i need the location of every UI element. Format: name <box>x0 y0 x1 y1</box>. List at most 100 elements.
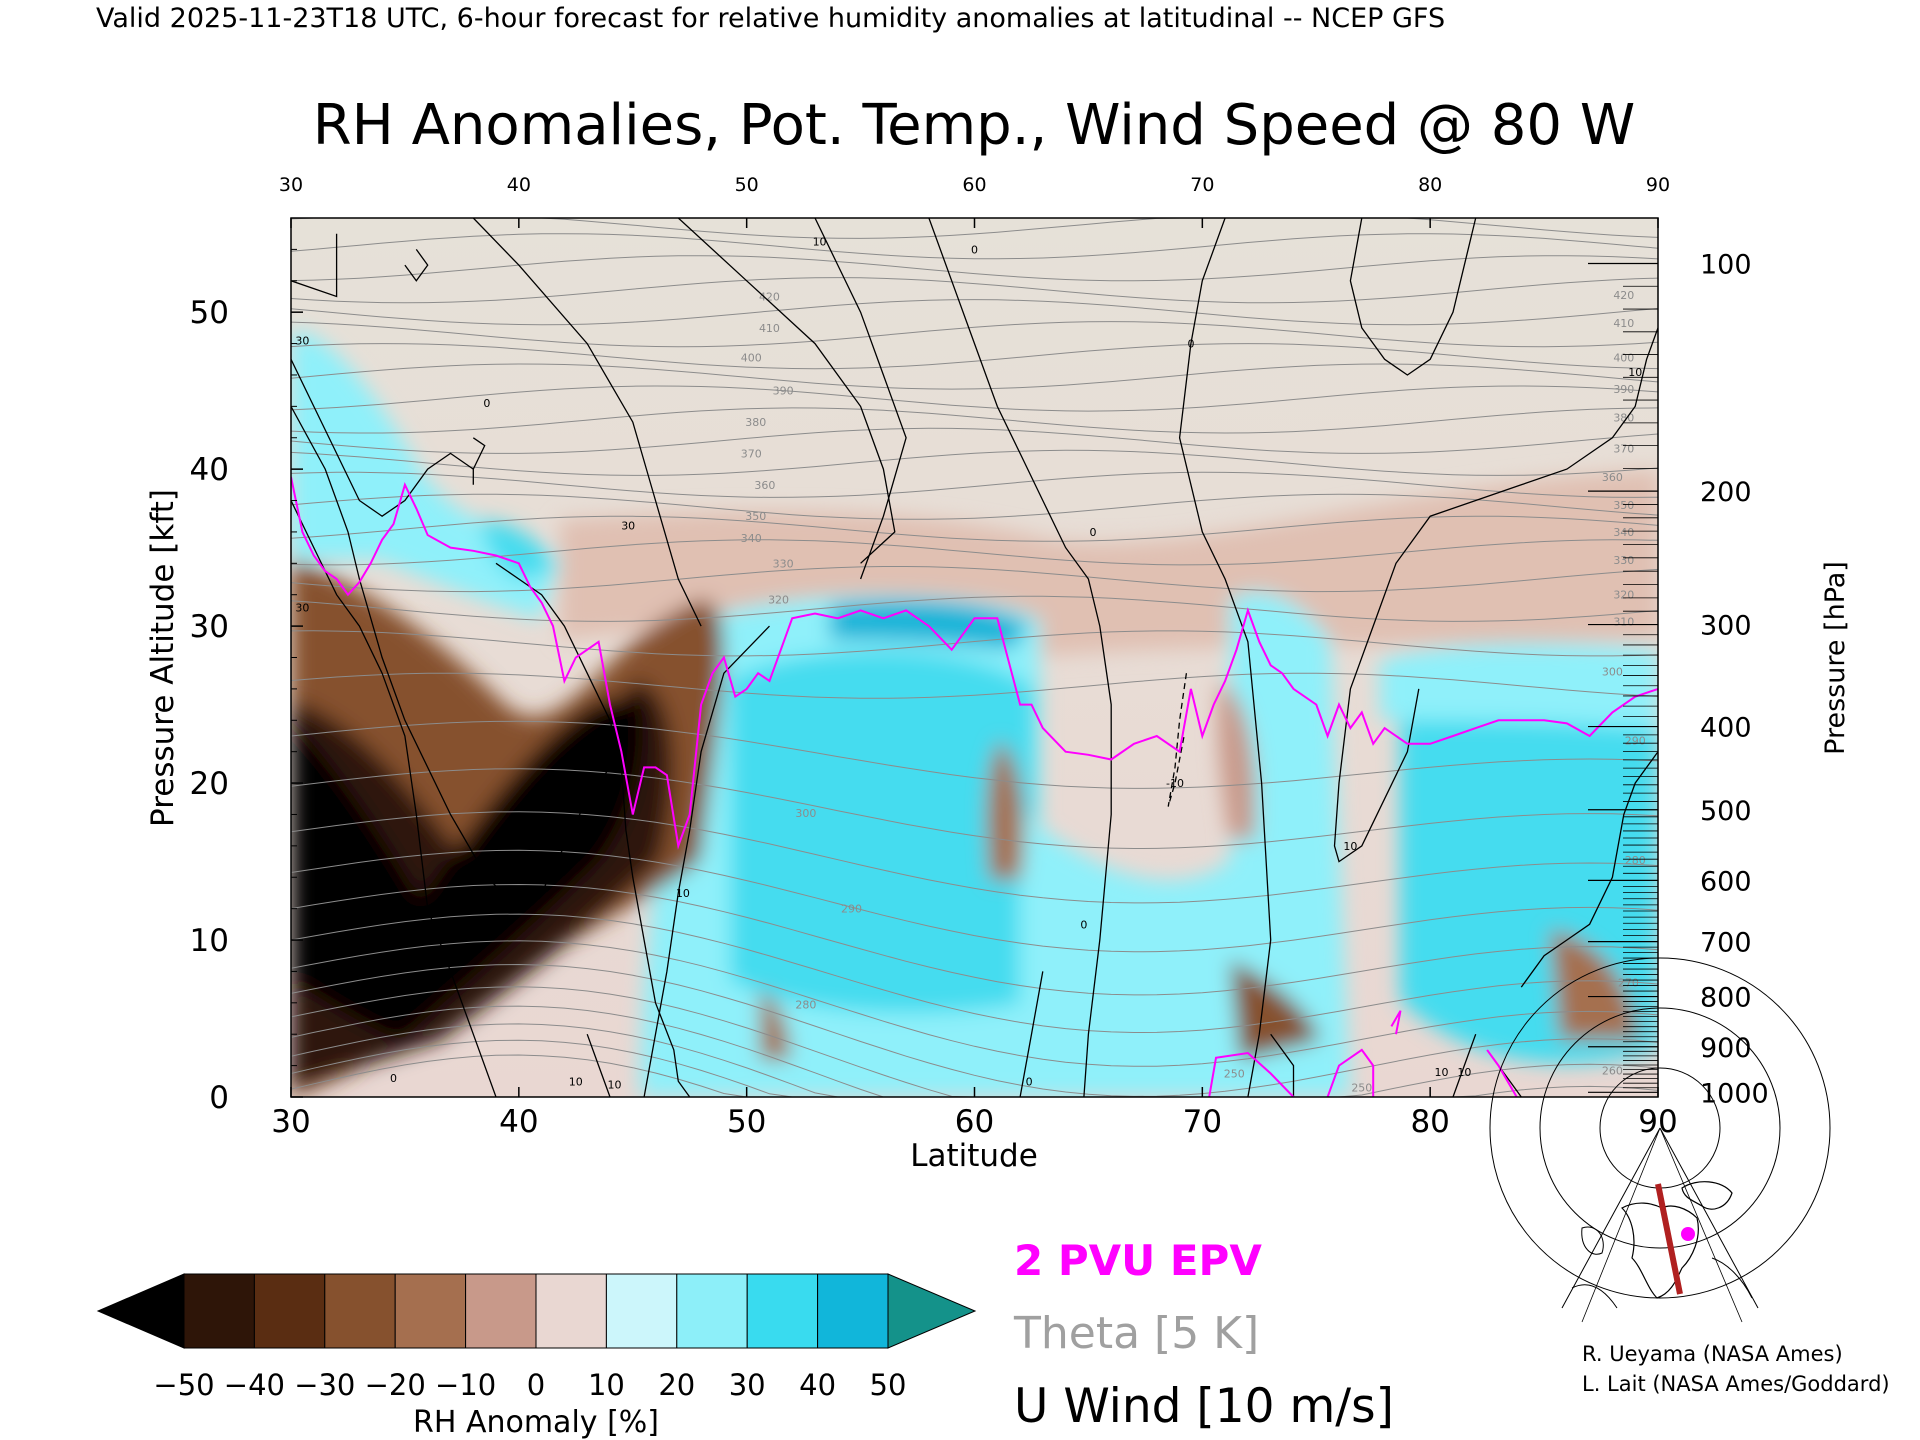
legend-item-label: Theta [5 K] <box>1013 1308 1259 1359</box>
u-wind-contour-label: 30 <box>295 601 309 614</box>
credit-line-1: R. Ueyama (NASA Ames) <box>1582 1342 1843 1366</box>
map-location-marker <box>1681 1227 1695 1241</box>
colorbar-cell <box>394 1273 467 1349</box>
theta-contour-line <box>291 427 1658 454</box>
theta-contour-label: 320 <box>1613 589 1634 602</box>
u-wind-contour-label: 10 <box>1628 366 1642 379</box>
u-wind-contour-label: 10 <box>1435 1066 1449 1079</box>
u-wind-contour-label: 0 <box>1187 338 1194 351</box>
x-axis: 30 40 50 60 70 80 90 <box>271 1087 1678 1140</box>
theta-contour-label: 400 <box>1613 352 1634 365</box>
field-patch <box>987 740 1024 880</box>
theta-contour-line <box>291 913 1658 1034</box>
u-wind-contour-label: 10 <box>608 1078 622 1091</box>
field-patch <box>1380 643 1658 730</box>
theta-contour-line <box>291 449 1658 476</box>
theta-contour-label: 270 <box>1618 976 1639 989</box>
y-tick-label: 10 <box>190 923 229 959</box>
field-patch <box>830 600 1030 650</box>
theta-contour-label: 310 <box>1613 615 1634 628</box>
u-wind-contour-label: 0 <box>971 243 978 256</box>
u-wind-contour-line <box>291 233 338 298</box>
u-wind-contour-label: 0 <box>1089 526 1096 539</box>
map-coastline <box>1681 1181 1733 1210</box>
u-wind-contours <box>291 218 1658 1097</box>
epv-2pvu-contour <box>1390 1010 1402 1035</box>
theta-contour-label: 370 <box>1613 443 1634 456</box>
theta-contour-label: 420 <box>759 290 780 303</box>
theta-contour-label: 290 <box>841 903 862 916</box>
legend: 2 PVU EPV Theta [5 K] U Wind [10 m/s] <box>1013 1236 1394 1434</box>
map-cross-section-track <box>1655 1183 1683 1295</box>
pressure-axis-label: Pressure [hPa] <box>1820 561 1851 755</box>
chart-title: RH Anomalies, Pot. Temp., Wind Speed @ 8… <box>313 93 1635 158</box>
u-wind-contour-line <box>1019 971 1044 1097</box>
theta-contour-line <box>291 321 1658 348</box>
x-tick-label: 40 <box>499 1104 538 1140</box>
colorbar-upper-extension <box>887 1273 977 1349</box>
map-meridian <box>1659 1127 1743 1323</box>
colorbar-tick-label: −30 <box>294 1368 355 1402</box>
theta-contour-line <box>291 277 1658 304</box>
theta-contour-line <box>291 963 1658 1097</box>
u-wind-contour-line <box>1333 327 1658 863</box>
colorbar-tick-label: −50 <box>153 1368 214 1402</box>
theta-contour-label: 370 <box>741 447 762 460</box>
theta-contour-label: 330 <box>1613 554 1634 567</box>
u-wind-contour-line <box>404 249 429 282</box>
x-tick-label: 30 <box>271 1104 310 1140</box>
y-tick-label: 30 <box>190 609 229 645</box>
credit-line-2: L. Lait (NASA Ames/Goddard) <box>1582 1372 1890 1396</box>
theta-contour-label: 300 <box>795 807 816 820</box>
theta-contour-line <box>291 595 1658 622</box>
u-wind-contour-label: 0 <box>390 1072 397 1085</box>
theta-contour-label: 250 <box>1351 1082 1372 1095</box>
pressure-tick-label: 400 <box>1700 713 1752 744</box>
colorbar-tick-label: −40 <box>224 1368 285 1402</box>
map-meridian <box>1659 1127 1759 1309</box>
u-wind-contour-label: 10 <box>1343 840 1357 853</box>
epv-2pvu-contour <box>291 476 1658 850</box>
colorbar-lower-extension <box>96 1273 185 1349</box>
pressure-tick-label: 500 <box>1700 796 1752 827</box>
theta-contour-line <box>291 407 1658 434</box>
colorbar-cell <box>183 1273 255 1349</box>
field-patch <box>1218 680 1257 840</box>
u-wind-contour-line <box>291 500 497 1097</box>
map-latitude-circle <box>1489 957 1831 1299</box>
theta-contour-label: 290 <box>1625 735 1646 748</box>
theta-contour-label: 300 <box>1602 666 1623 679</box>
theta-contour-line <box>291 1054 1658 1097</box>
map-meridian <box>1561 1127 1661 1309</box>
u-wind-negative-contour-line <box>1167 673 1188 807</box>
y-axis: 0 10 20 30 40 50 <box>190 248 303 1116</box>
field-patch <box>291 700 643 1040</box>
theta-contour-label: 360 <box>754 479 775 492</box>
x-tick-label: 70 <box>1183 1104 1222 1140</box>
field-patch <box>760 990 790 1060</box>
theta-contour-label: 250 <box>1224 1067 1245 1080</box>
y-tick-label: 0 <box>209 1080 229 1116</box>
colorbar-tick-label: 40 <box>799 1368 836 1402</box>
theta-contour-line <box>291 768 1658 850</box>
y-tick-label: 20 <box>190 766 229 802</box>
u-wind-contour-line <box>495 562 691 1097</box>
u-wind-contour-line <box>677 218 896 564</box>
pressure-tick-label: 700 <box>1700 928 1752 959</box>
theta-contour-line <box>291 883 1658 996</box>
field-patch <box>1020 810 1230 1097</box>
u-wind-contour-label: 10 <box>676 887 690 900</box>
u-wind-contour-line <box>472 218 702 627</box>
theta-contour-label: 260 <box>1602 1064 1623 1077</box>
field-patch <box>1230 960 1320 1060</box>
colorbar-tick-label: 20 <box>658 1368 695 1402</box>
x-tick-label: 60 <box>955 1104 994 1140</box>
theta-contour-line <box>291 672 1658 699</box>
u-wind-contour-line <box>814 218 907 580</box>
inset-map <box>1489 957 1831 1323</box>
colorbar-cell <box>817 1273 889 1349</box>
epv-2pvu-line <box>291 476 1658 1097</box>
x-top-tick-label: 30 <box>279 174 303 196</box>
